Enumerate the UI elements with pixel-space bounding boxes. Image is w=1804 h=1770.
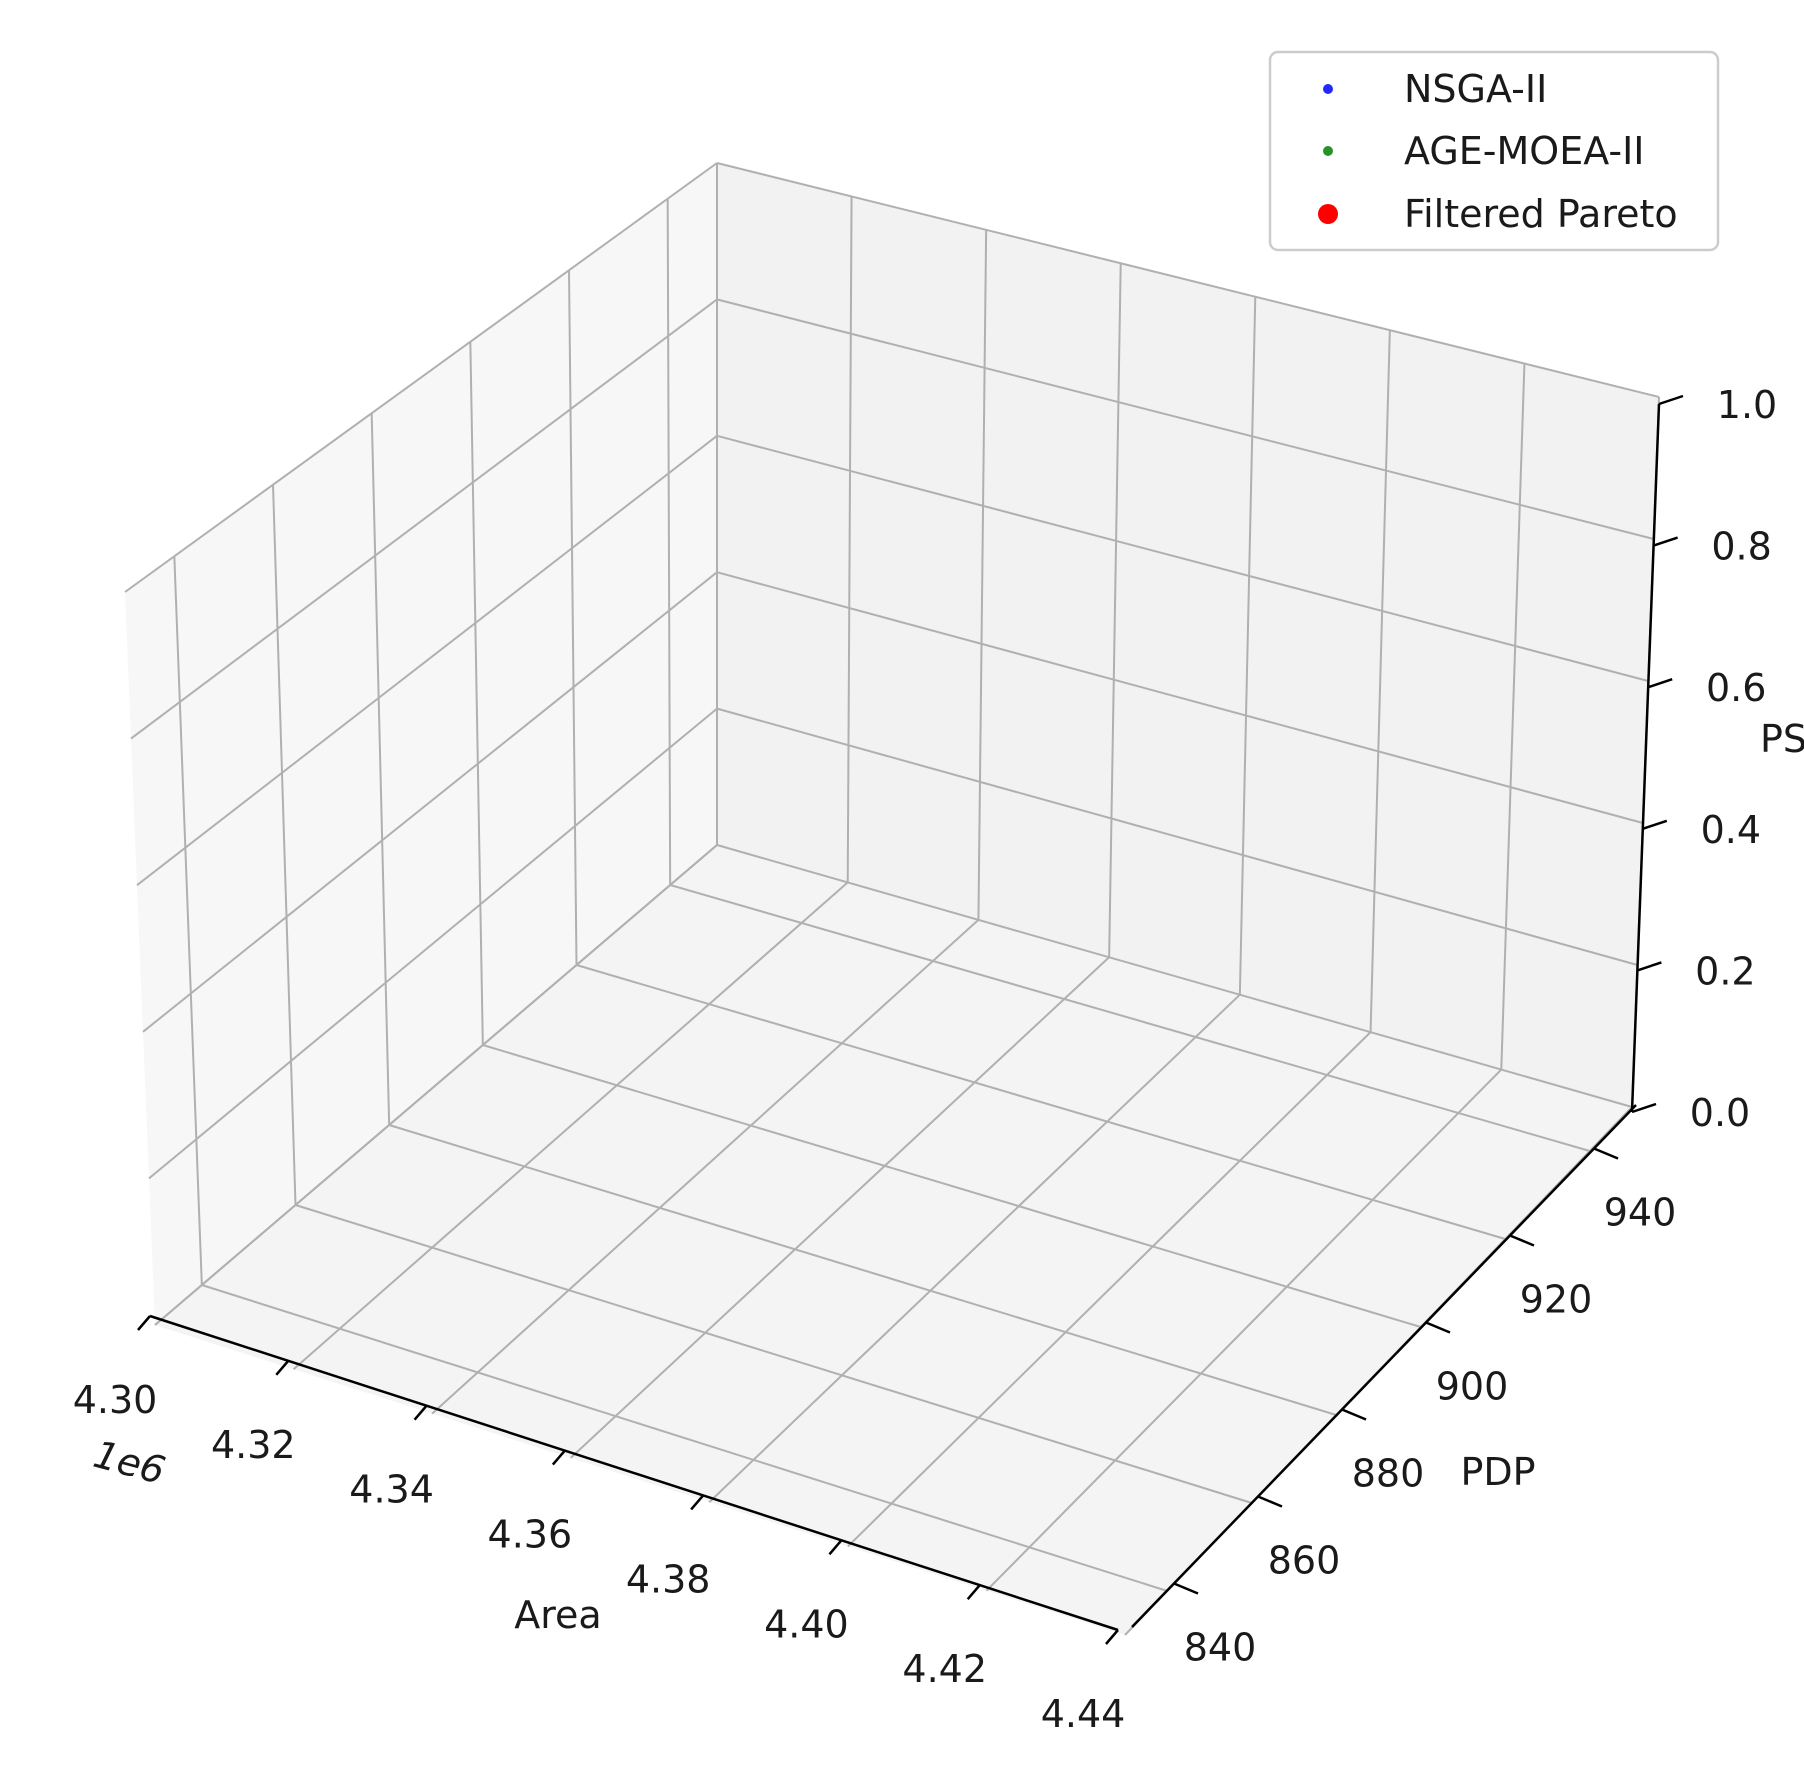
y-tick-mark [1425,1321,1451,1334]
grid-line-x-back [1369,330,1391,1033]
x-tick-label: 4.30 [73,1378,158,1422]
tick-labels: 4.30 4.32 4.34 4.36 4.38 4.40 4.42 4.44 84086088… [73,383,1778,1736]
z-tick-mark [1642,819,1668,830]
tick-marks [137,394,1684,1645]
y-tick-label: 860 [1268,1539,1341,1583]
grid-line-z-back [716,434,1649,682]
z-tick-mark [1631,1102,1657,1114]
legend-marker-nsga-ii [1323,84,1333,94]
z-tick-label: 0.2 [1695,949,1755,993]
grid-line-x-floor [708,993,1241,1503]
z-tick-label: 0.8 [1711,525,1771,569]
axis-lines [149,403,1661,1632]
x-tick-mark [1105,1629,1119,1645]
z-tick-label: 0.0 [1690,1091,1750,1135]
grid-line-y-floor [482,1044,1422,1328]
grid-line-y-left [568,270,578,966]
grid-line-x-back [1108,263,1122,958]
y-tick-label: 900 [1436,1365,1509,1409]
z-tick-label: 0.6 [1706,666,1766,710]
grid-line-x-back [977,229,988,920]
grid-line-y-floor [295,1204,1253,1504]
legend-label-age-moea-ii: AGE-MOEA-II [1404,129,1645,173]
grid-line-y-floor [201,1284,1168,1592]
x-tick-mark [413,1404,428,1421]
x-tick-label: 4.40 [764,1602,849,1646]
y-tick-label: 880 [1352,1452,1425,1496]
x-tick-label: 4.38 [626,1557,711,1601]
y-tick-label: 840 [1184,1626,1257,1670]
grid-line-z-left [148,707,718,1180]
grid-line-x-floor [431,919,980,1415]
z-tick-mark [1658,394,1684,406]
grid-line-x-back [1238,296,1257,995]
grid-line-y-left [173,556,203,1286]
y-tick-mark [1593,1147,1619,1160]
grid-line-z-left [142,571,718,1033]
grid-line-y-floor [576,964,1506,1240]
x-tick-label: 4.36 [488,1513,573,1557]
z-axis-line [1630,403,1661,1113]
legend-frame [1268,50,1720,252]
z-tick-label: 1.0 [1717,383,1777,427]
grid-line-z-left [154,844,718,1326]
z-tick-mark [1637,961,1662,972]
grid-line-z-back [716,844,1633,1108]
y-axis-line [1131,1104,1637,1628]
y-tick-label: 920 [1520,1278,1593,1322]
legend-marker-filtered-pareto [1318,204,1338,224]
y-axis-title: PDP [1460,1450,1535,1494]
y-tick-mark [1173,1582,1199,1595]
grid-line-x-floor [570,956,1110,1459]
back-pane [717,163,1659,1107]
x-tick-label: 4.32 [211,1423,296,1467]
grid-line-x-back [846,196,853,883]
grid-lines [124,162,1660,1636]
grid-line-y-left [370,413,391,1126]
legend-marker-age-moea-ii [1323,146,1333,156]
axis-panes [125,163,1659,1635]
x-tick-mark [137,1315,151,1331]
z-axis-title: PS [1760,717,1804,761]
grid-line-x-floor [292,881,849,1371]
grid-line-z-left [136,435,718,886]
grid-line-y-left [666,198,672,886]
x-tick-mark [828,1539,843,1556]
x-tick-mark [690,1494,705,1511]
grid-line-x-floor [847,1031,1372,1548]
grid-line-y-left [469,341,484,1046]
legend-label-filtered-pareto: Filtered Pareto [1404,192,1678,236]
x-offset-label: 1e6 [89,1432,170,1493]
y-tick-label: 940 [1604,1191,1677,1235]
grid-line-z-back [716,298,1654,540]
grid-line-z-back [716,707,1638,966]
grid-line-y-floor [388,1124,1337,1416]
left-pane [125,163,717,1325]
grid-line-z-left [124,162,718,593]
y-tick-mark [1257,1495,1283,1508]
x-axis-line [149,1314,1119,1632]
z-tick-mark [1653,536,1678,547]
x-tick-label: 4.44 [1041,1692,1126,1736]
x-tick-label: 4.42 [902,1647,987,1691]
z-tick-label: 0.4 [1701,808,1761,852]
y-tick-mark [1509,1234,1535,1247]
grid-line-z-back [716,162,1660,398]
legend-label-nsga-ii: NSGA-II [1404,67,1547,111]
y-tick-mark [1341,1408,1367,1421]
x-tick-mark [551,1449,566,1466]
legend: NSGA-II AGE-MOEA-II Filtered Pareto [1268,50,1720,252]
grid-line-z-back [716,571,1644,824]
x-axis-title: Area [514,1593,601,1637]
grid-line-z-left [130,298,718,740]
x-tick-mark [275,1360,290,1376]
grid-line-y-floor [669,884,1591,1152]
z-tick-mark [1647,678,1673,689]
grid-line-x-floor [985,1068,1502,1592]
grid-line-y-left [272,484,297,1206]
x-tick-label: 4.34 [349,1468,434,1512]
grid-line-x-back [1500,363,1526,1070]
x-tick-mark [966,1584,981,1600]
